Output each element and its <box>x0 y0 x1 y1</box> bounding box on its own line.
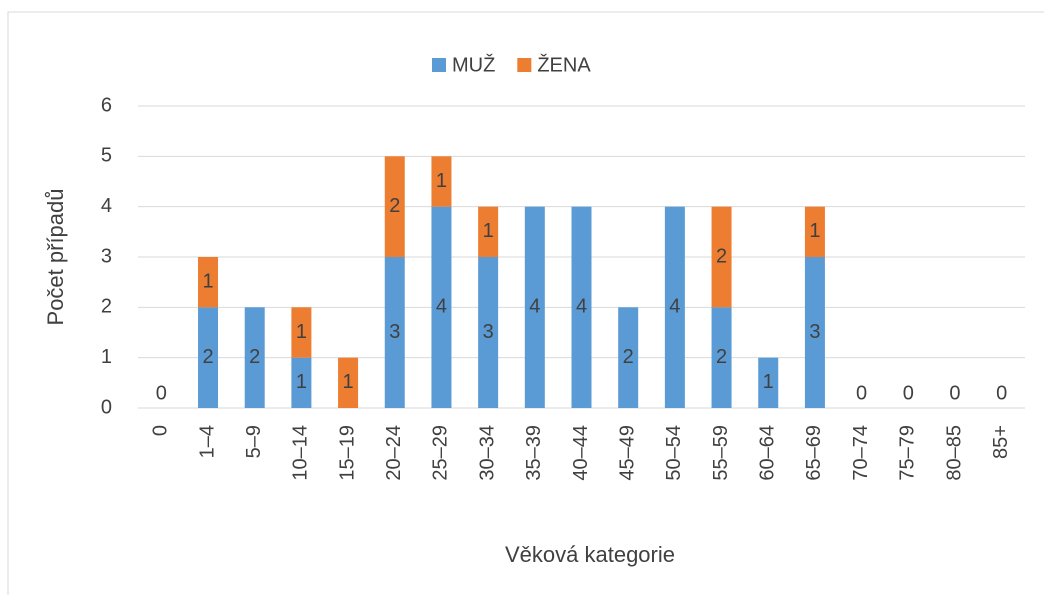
x-tick-label: 0 <box>150 425 172 436</box>
bar-segment <box>431 156 452 207</box>
data-label: 1 <box>809 220 820 242</box>
data-label: 2 <box>389 195 400 217</box>
data-label: 4 <box>529 296 540 318</box>
bar-segment <box>804 257 825 408</box>
bar-segment <box>711 206 732 308</box>
legend-label: ŽENA <box>537 53 591 76</box>
x-tick-label: 5–9 <box>243 425 265 458</box>
bar-segment <box>338 357 359 408</box>
x-tick-label: 30–34 <box>476 425 498 481</box>
data-label: 4 <box>436 296 447 318</box>
data-label: 1 <box>343 371 354 393</box>
data-label: 1 <box>436 170 447 192</box>
y-tick-label: 6 <box>101 94 112 116</box>
bar-segment <box>711 307 732 408</box>
data-label: 2 <box>623 346 634 368</box>
y-tick-label: 5 <box>101 145 112 167</box>
data-label: 3 <box>483 321 494 343</box>
y-tick-label: 0 <box>101 396 112 418</box>
data-label: 3 <box>809 321 820 343</box>
data-label: 2 <box>716 346 727 368</box>
x-tick-label: 80–85 <box>943 425 965 481</box>
bar-segment <box>431 206 452 408</box>
data-label: 1 <box>483 220 494 242</box>
bar-segment <box>384 156 405 257</box>
data-label: 0 <box>949 382 960 404</box>
x-tick-label: 45–49 <box>616 425 638 481</box>
bar-segment <box>198 257 219 308</box>
data-label: 0 <box>856 382 867 404</box>
data-label: 1 <box>296 321 307 343</box>
bar-segment <box>384 257 405 408</box>
bar-segment <box>804 206 825 257</box>
data-label: 0 <box>996 382 1007 404</box>
y-tick-label: 2 <box>101 296 112 318</box>
data-label: 4 <box>669 296 680 318</box>
bar-segment <box>571 206 592 408</box>
y-tick-label: 1 <box>101 346 112 368</box>
x-tick-label: 35–39 <box>523 425 545 481</box>
bar-segment <box>291 307 312 358</box>
bar-segment <box>478 257 499 408</box>
x-tick-label: 15–19 <box>336 425 358 481</box>
data-label: 2 <box>716 245 727 267</box>
data-label: 0 <box>903 382 914 404</box>
bar-segment <box>664 206 685 408</box>
x-tick-label: 70–74 <box>850 425 872 481</box>
data-label: 3 <box>389 321 400 343</box>
legend-swatch <box>432 58 446 72</box>
data-label: 1 <box>296 371 307 393</box>
x-tick-label: 85+ <box>990 425 1012 459</box>
y-tick-label: 4 <box>101 195 112 217</box>
y-tick-label: 3 <box>101 245 112 267</box>
data-label: 2 <box>202 346 213 368</box>
x-axis-title: Věková kategorie <box>505 542 675 567</box>
bar-segment <box>758 357 779 408</box>
x-tick-label: 50–54 <box>663 425 685 481</box>
bar-segment <box>198 307 219 408</box>
data-label: 1 <box>763 371 774 393</box>
data-label: 2 <box>249 346 260 368</box>
y-axis-title: Počet případů <box>43 189 68 326</box>
x-tick-label: 65–69 <box>803 425 825 481</box>
bar-segment <box>618 307 639 408</box>
data-label: 1 <box>202 270 213 292</box>
x-tick-label: 75–79 <box>897 425 919 481</box>
data-label: 0 <box>156 382 167 404</box>
x-tick-label: 55–59 <box>710 425 732 481</box>
chart-border <box>7 11 1044 595</box>
x-tick-label: 40–44 <box>570 425 592 481</box>
x-tick-label: 10–14 <box>290 425 312 481</box>
legend-swatch <box>517 58 532 72</box>
x-tick-label: 60–64 <box>757 425 779 481</box>
bar-segment <box>478 206 499 257</box>
bar-segment <box>244 307 265 408</box>
x-tick-label: 25–29 <box>430 425 452 481</box>
bar-segment <box>291 357 312 408</box>
data-label: 4 <box>576 296 587 318</box>
bar-segment <box>524 206 545 408</box>
x-tick-label: 1–4 <box>196 425 218 458</box>
x-tick-label: 20–24 <box>383 425 405 481</box>
legend-label: MUŽ <box>452 53 495 76</box>
